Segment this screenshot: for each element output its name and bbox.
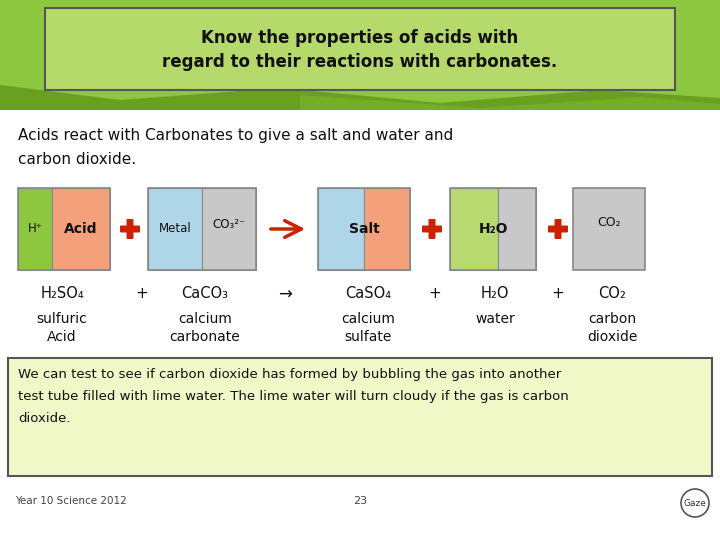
FancyBboxPatch shape [45, 8, 675, 90]
Text: regard to their reactions with carbonates.: regard to their reactions with carbonate… [163, 53, 557, 71]
Text: dioxide: dioxide [587, 330, 637, 344]
Text: +: + [135, 286, 148, 301]
Text: dioxide.: dioxide. [18, 412, 71, 425]
Text: sulfuric: sulfuric [37, 312, 87, 326]
Text: +: + [428, 286, 441, 301]
FancyBboxPatch shape [318, 188, 364, 270]
Circle shape [681, 489, 709, 517]
Text: Year 10 Science 2012: Year 10 Science 2012 [15, 496, 127, 506]
Text: Gaze: Gaze [683, 498, 706, 508]
FancyBboxPatch shape [120, 226, 140, 233]
Text: water: water [475, 312, 515, 326]
FancyBboxPatch shape [498, 188, 536, 270]
FancyBboxPatch shape [8, 358, 712, 476]
Text: Know the properties of acids with: Know the properties of acids with [202, 29, 518, 47]
Text: calcium: calcium [341, 312, 395, 326]
Text: sulfate: sulfate [344, 330, 392, 344]
Text: H₂O: H₂O [481, 286, 509, 301]
Text: Metal: Metal [158, 222, 192, 235]
Polygon shape [0, 85, 720, 110]
FancyBboxPatch shape [573, 188, 645, 270]
FancyBboxPatch shape [548, 226, 568, 233]
Text: calcium: calcium [178, 312, 232, 326]
Text: CO₃²⁻: CO₃²⁻ [212, 219, 246, 232]
Text: +: + [552, 286, 564, 301]
FancyBboxPatch shape [52, 188, 110, 270]
Text: Acid: Acid [48, 330, 77, 344]
FancyBboxPatch shape [202, 188, 256, 270]
Text: Salt: Salt [348, 222, 379, 236]
FancyBboxPatch shape [148, 188, 202, 270]
Text: test tube filled with lime water. The lime water will turn cloudy if the gas is : test tube filled with lime water. The li… [18, 390, 569, 403]
Text: We can test to see if carbon dioxide has formed by bubbling the gas into another: We can test to see if carbon dioxide has… [18, 368, 562, 381]
FancyBboxPatch shape [0, 0, 720, 110]
Text: 23: 23 [353, 496, 367, 506]
FancyBboxPatch shape [422, 226, 442, 233]
FancyBboxPatch shape [364, 188, 410, 270]
FancyBboxPatch shape [554, 219, 562, 239]
FancyBboxPatch shape [127, 219, 133, 239]
Text: H₂SO₄: H₂SO₄ [40, 286, 84, 301]
FancyBboxPatch shape [450, 188, 498, 270]
Text: carbon dioxide.: carbon dioxide. [18, 152, 136, 167]
Text: Acid: Acid [64, 222, 97, 236]
Text: Acids react with Carbonates to give a salt and water and: Acids react with Carbonates to give a sa… [18, 128, 454, 143]
Text: H₂O: H₂O [478, 222, 508, 236]
Polygon shape [300, 95, 720, 110]
Text: CO₂: CO₂ [597, 217, 621, 230]
FancyBboxPatch shape [18, 188, 52, 270]
Text: CO₂: CO₂ [598, 286, 626, 301]
Text: H⁺: H⁺ [27, 222, 42, 235]
Text: →: → [278, 286, 292, 304]
Text: CaSO₄: CaSO₄ [345, 286, 391, 301]
Text: carbon: carbon [588, 312, 636, 326]
Text: CaCO₃: CaCO₃ [181, 286, 228, 301]
FancyBboxPatch shape [428, 219, 436, 239]
Text: carbonate: carbonate [170, 330, 240, 344]
